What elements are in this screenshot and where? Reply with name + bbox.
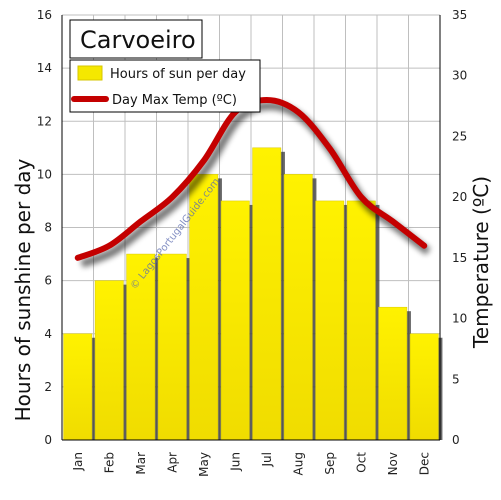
x-tick-label: Jul: [260, 452, 274, 467]
x-tick-label: Dec: [417, 452, 431, 475]
y-tick-label-right: 15: [452, 251, 467, 265]
y-tick-label-left: 8: [44, 221, 52, 235]
bar: [346, 200, 376, 441]
legend-swatch-sun: [77, 65, 103, 81]
y-tick-label-left: 2: [44, 380, 52, 394]
x-tick-label: Oct: [354, 452, 368, 473]
bar: [94, 280, 124, 441]
ticks: 0 2 4 6 8 10 12 14 16 0 5 10 15 20 25 30 35 Jan Feb Mar Apr M…: [37, 8, 468, 477]
x-tick-label: Jun: [228, 452, 242, 472]
y-axis-title-left: Hours of sunshine per day: [11, 158, 35, 421]
legend: Hours of sun per day Day Max Temp (ºC): [69, 59, 261, 113]
x-tick-label: Nov: [386, 452, 400, 475]
y-tick-label-left: 16: [37, 8, 52, 22]
y-tick-label-left: 6: [44, 274, 52, 288]
bar: [378, 306, 408, 441]
legend-label-sun: Hours of sun per day: [110, 67, 246, 82]
x-tick-label: May: [197, 452, 211, 477]
y-tick-label-left: 0: [44, 433, 52, 447]
y-tick-label-left: 4: [44, 327, 52, 341]
y-tick-label-left: 12: [37, 114, 52, 128]
y-tick-label-right: 35: [452, 8, 467, 22]
y-tick-label-right: 25: [452, 129, 467, 143]
axes: [61, 15, 441, 441]
bar: [220, 200, 250, 441]
bar: [252, 147, 282, 441]
bar: [63, 333, 93, 441]
y-tick-label-right: 10: [452, 312, 467, 326]
legend-label-temp: Day Max Temp (ºC): [112, 93, 237, 108]
y-tick-label-left: 14: [37, 61, 52, 75]
y-tick-label-left: 10: [37, 167, 52, 181]
x-tick-label: Mar: [134, 452, 148, 475]
sun-bars: [63, 147, 443, 441]
bar: [409, 333, 439, 441]
bar: [157, 253, 187, 441]
x-tick-label: Aug: [291, 452, 305, 475]
y-tick-label-right: 20: [452, 190, 467, 204]
y-tick-label-right: 30: [452, 69, 467, 83]
bar: [189, 174, 219, 441]
y-tick-label-right: 0: [452, 433, 460, 447]
bar: [315, 200, 345, 441]
title-box: [69, 19, 203, 59]
x-tick-label: Jan: [71, 452, 85, 472]
y-axis-title-right: Temperature (ºC): [469, 176, 493, 349]
x-tick-label: Apr: [165, 452, 179, 473]
x-tick-label: Feb: [102, 452, 116, 473]
chart-title: Carvoeiro: [80, 26, 196, 54]
x-tick-label: Sep: [323, 452, 337, 475]
bar: [283, 174, 313, 441]
y-tick-label-right: 5: [452, 372, 460, 386]
